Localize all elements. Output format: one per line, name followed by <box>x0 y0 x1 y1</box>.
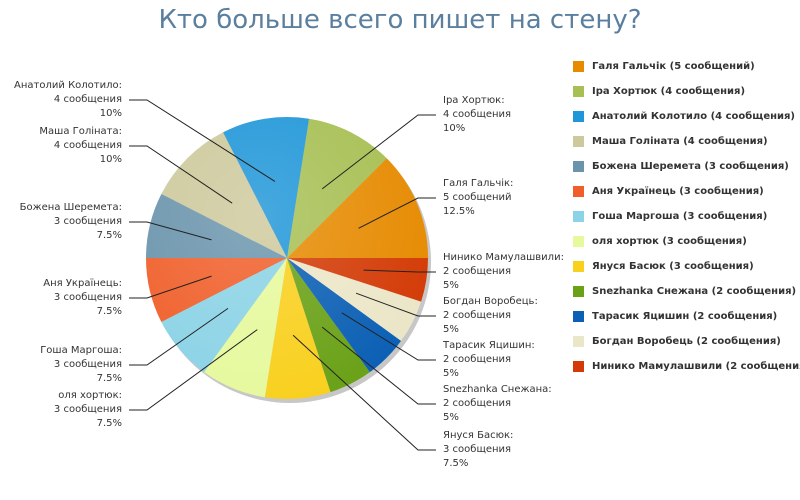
leader-line <box>341 312 436 361</box>
leader-line <box>321 326 436 405</box>
leader-line <box>129 145 233 204</box>
legend-label: Snezhanka Снежана (2 сообщения) <box>592 286 797 297</box>
slice-label: оля хортюк: 3 сообщения 7.5% <box>54 390 122 429</box>
legend-swatch <box>573 86 584 97</box>
legend-item: Аня Українець (3 сообщения) <box>573 179 800 204</box>
legend-swatch <box>573 211 584 222</box>
legend-label: Тарасик Яцишин (2 сообщения) <box>592 311 778 322</box>
leader-line <box>129 221 212 241</box>
leader-line <box>363 269 436 273</box>
legend-item: Божена Шеремета (3 сообщения) <box>573 154 800 179</box>
legend-item: оля хортюк (3 сообщения) <box>573 229 800 254</box>
slice-label: Януся Басюк: 3 сообщения 7.5% <box>443 430 513 469</box>
legend-item: Анатолий Колотило (4 сообщения) <box>573 104 800 129</box>
slice-labels: Галя Гальчік: 5 сообщений 12.5% Іра Хортюк:… <box>14 80 564 469</box>
slice-label: Аня Українець: 3 сообщения 7.5% <box>43 278 122 317</box>
leader-line <box>358 197 436 229</box>
legend-item: Snezhanka Снежана (2 сообщения) <box>573 279 800 304</box>
slice-label: Анатолий Колотило: 4 сообщения 10% <box>14 80 122 119</box>
legend-swatch <box>573 111 584 122</box>
legend-item: Тарасик Яцишин (2 сообщения) <box>573 304 800 329</box>
legend-item: Маша Голіната (4 сообщения) <box>573 129 800 154</box>
legend-label: Аня Українець (3 сообщения) <box>592 186 764 197</box>
chart-title: Кто больше всего пишет на стену? <box>158 5 642 35</box>
legend-label: Гоша Маргоша (3 сообщения) <box>592 211 768 222</box>
legend-swatch <box>573 161 584 172</box>
legend-swatch <box>573 336 584 347</box>
slice-label: Нинико Мамулашвили: 2 сообщения 5% <box>443 252 564 291</box>
legend-swatch <box>573 136 584 147</box>
leader-line <box>129 275 212 299</box>
legend-item: Богдан Воробець (2 сообщения) <box>573 329 800 354</box>
chart-legend: Галя Гальчік (5 сообщений) Іра Хортюк (4 … <box>573 54 800 379</box>
legend-item: Іра Хортюк (4 сообщения) <box>573 79 800 104</box>
leader-line <box>129 329 258 411</box>
slice-label: Богдан Воробець: 2 сообщения 5% <box>443 296 538 335</box>
legend-label: Нинико Мамулашвили (2 сообщения) <box>592 361 800 372</box>
slice-label: Маша Голіната: 4 сообщения 10% <box>39 125 122 165</box>
slice-label: Тарасик Яцишин: 2 сообщения 5% <box>442 340 535 379</box>
legend-label: Галя Гальчік (5 сообщений) <box>592 61 755 72</box>
legend-label: оля хортюк (3 сообщения) <box>592 236 747 247</box>
slice-label: Іра Хортюк: 4 сообщения 10% <box>443 95 511 134</box>
legend-swatch <box>573 286 584 297</box>
legend-swatch <box>573 261 584 272</box>
legend-label: Божена Шеремета (3 сообщения) <box>592 161 789 172</box>
slice-label: Snezhanka Снежана: 2 сообщения 5% <box>443 384 552 423</box>
legend-swatch <box>573 236 584 247</box>
legend-item: Януся Басюк (3 сообщения) <box>573 254 800 279</box>
slice-label: Гоша Маргоша: 3 сообщения 7.5% <box>40 345 122 384</box>
leader-line <box>292 334 436 451</box>
legend-item: Нинико Мамулашвили (2 сообщения) <box>573 354 800 379</box>
legend-label: Анатолий Колотило (4 сообщения) <box>592 111 796 122</box>
legend-item: Галя Гальчік (5 сообщений) <box>573 54 800 79</box>
legend-swatch <box>573 186 584 197</box>
legend-label: Маша Голіната (4 сообщения) <box>592 136 768 147</box>
leader-line <box>355 292 436 317</box>
legend-swatch <box>573 311 584 322</box>
pie-slices <box>146 117 428 399</box>
leader-line <box>129 99 276 182</box>
leader-line <box>129 307 229 366</box>
legend-label: Іра Хортюк (4 сообщения) <box>592 86 746 97</box>
legend-label: Януся Басюк (3 сообщения) <box>592 261 754 272</box>
legend-label: Богдан Воробець (2 сообщения) <box>592 336 781 347</box>
leader-line <box>321 114 436 190</box>
leader-lines <box>129 99 436 451</box>
slice-label: Божена Шеремета: 3 сообщения 7.5% <box>20 202 122 241</box>
legend-swatch <box>573 61 584 72</box>
legend-item: Гоша Маргоша (3 сообщения) <box>573 204 800 229</box>
slice-label: Галя Гальчік: 5 сообщений 12.5% <box>443 177 513 217</box>
legend-swatch <box>573 361 584 372</box>
